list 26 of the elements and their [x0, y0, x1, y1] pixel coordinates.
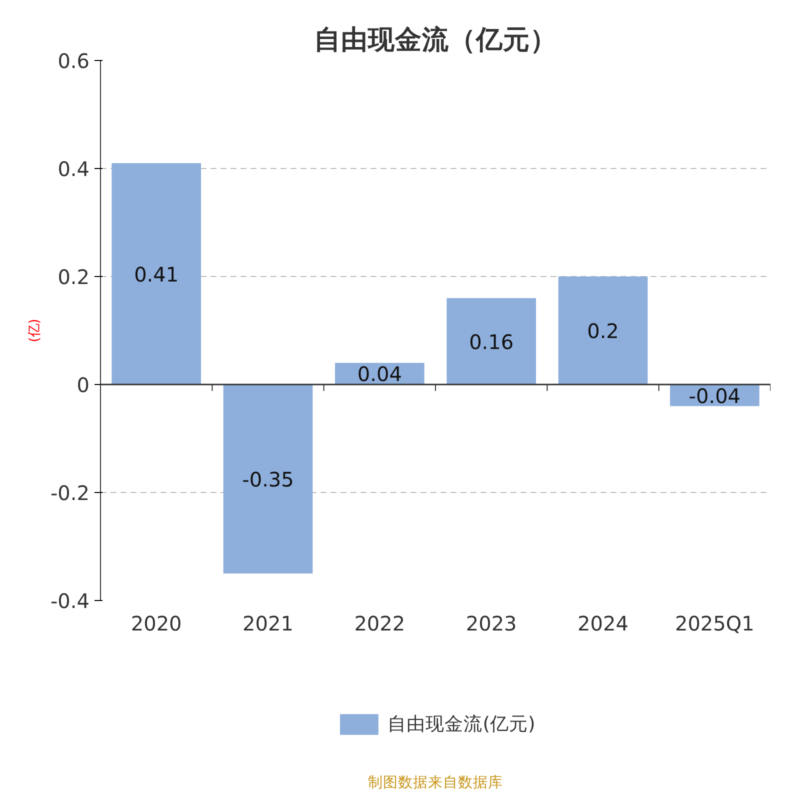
bar [558, 276, 648, 384]
chart-title: 自由现金流（亿元） [314, 24, 557, 56]
text: 制图数据来自数据库 [368, 774, 503, 792]
x-tick-label: 2021 [242, 612, 294, 636]
data-label: -0.35 [242, 468, 294, 492]
x-tick-label: 2024 [578, 612, 628, 636]
data-label: 0.41 [134, 262, 179, 286]
bar [446, 298, 536, 384]
y-tick-label: 0.4 [58, 157, 90, 181]
y-tick-label: 0.2 [58, 265, 90, 289]
data-label: -0.04 [688, 384, 741, 408]
bar [223, 384, 313, 574]
data-label: 0.16 [469, 330, 514, 354]
legend-label: 自由现金流(亿元) [388, 713, 536, 737]
data-label: 0.04 [357, 362, 402, 386]
data-label: 0.2 [587, 319, 619, 343]
x-tick-label: 2022 [354, 612, 406, 636]
y-tick-label: -0.2 [50, 481, 90, 505]
x-tick-label: 2020 [130, 612, 182, 636]
y-tick-label: 0.6 [58, 49, 90, 73]
bar [112, 163, 201, 384]
y-axis-title: (亿) [27, 318, 42, 342]
y-tick-label: 0 [76, 373, 90, 397]
x-tick-label: 2025Q1 [674, 612, 754, 636]
x-tick-label: 2023 [466, 612, 517, 636]
y-tick-label: -0.4 [50, 589, 90, 613]
